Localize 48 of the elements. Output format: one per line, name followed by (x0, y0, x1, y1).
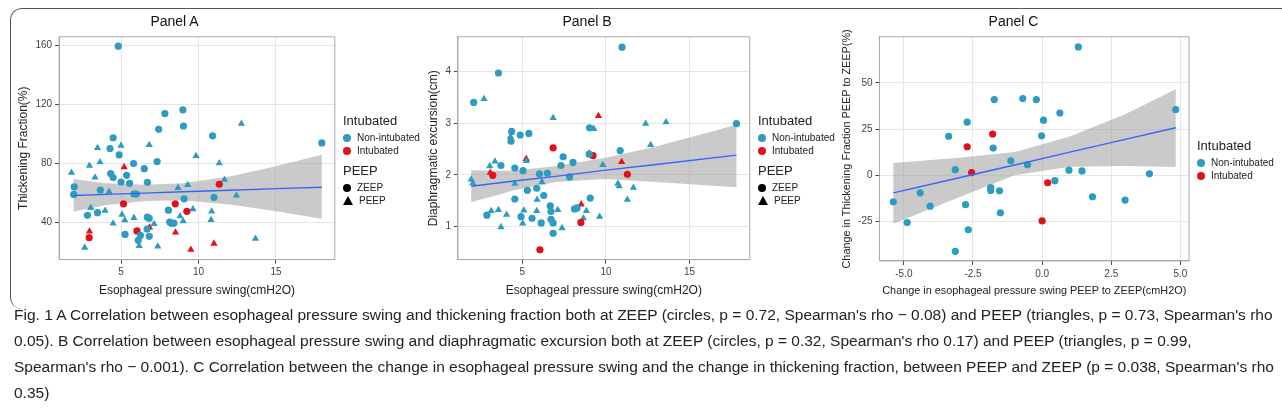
x-axis-title: Esophageal pressure swing(cmH2O) (505, 283, 702, 298)
y-tick-label: 40 (40, 215, 53, 227)
y-axis-title: Thickening Fraction(%) (15, 86, 30, 210)
text: PEEP (343, 163, 379, 178)
legend-title: Intubated (758, 113, 814, 128)
caption: Fig. 1 A Correlation between esophageal pressure swing and thickening fraction both at ZEEP (circles, p = 0.72, Spearman's rho − 0.08) and PEEP (triangles, p = 0.73, Spearman's rho 0.05). B Correlation between esophageal pressure swing and diaphragmatic excursion both at ZEEP (circles, p = 0.32, Spearman's rho 0.17) and PEEP (triangles, p = 0.99, Spearman's rho − 0.001). C Correlation between the change in esophageal pressure swing and the change in thickening fraction, between PEEP and ZEEP (p = 0.038, Spearman's rho 0.35) (14, 305, 1275, 403)
x-tick-label: 5 (118, 266, 125, 278)
x-axis-title: Esophageal pressure swing(cmH2O) (98, 283, 295, 298)
y-tick-label: 120 (35, 98, 53, 110)
x-tick-label: -5.0 (895, 267, 913, 279)
y-tick-label: 160 (35, 39, 53, 51)
x-tick-label: 15 (270, 266, 282, 278)
legend-label: ZEEP (772, 182, 799, 193)
chart-title: Panel C (988, 13, 1039, 30)
x-tick-label: 15 (684, 266, 696, 278)
x-tick-label: 0.0 (1035, 267, 1050, 279)
chart-title: Panel A (150, 13, 200, 30)
legend-label: PEEP (774, 195, 801, 206)
x-tick-label: 10 (600, 266, 612, 278)
y-tick-label: 0 (866, 168, 873, 180)
y-tick-label: 1 (445, 220, 452, 232)
y-tick-label: 80 (40, 157, 53, 169)
x-tick-label: 2.5 (1104, 267, 1119, 279)
text: PEEP (758, 163, 794, 178)
y-tick-label: 3 (445, 116, 452, 128)
y-tick-label: 2 (445, 168, 452, 180)
legend-label: PEEP (359, 195, 386, 206)
y-tick-label: -25 (858, 215, 873, 227)
y-axis-title: Diaphragmatic excursion(cm) (425, 70, 440, 227)
legend-label: ZEEP (357, 182, 384, 193)
y-tick-label: 25 (861, 122, 873, 134)
legend-label: Non-intubated (357, 132, 420, 143)
x-tick-label: 5.0 (1173, 267, 1188, 279)
y-tick-label: 50 (861, 76, 873, 88)
legend-label: Intubated (1211, 170, 1253, 181)
chart-title: Panel B (562, 13, 612, 30)
legend-label: Intubated (357, 145, 399, 156)
x-tick-label: -2.5 (964, 267, 983, 279)
legend-title: Intubated (1197, 138, 1253, 153)
legend-title: Intubated (343, 113, 399, 128)
x-tick-label: 10 (192, 266, 205, 278)
y-axis-title: Change in Thickening Fraction PEEP to ZEEP(%) (839, 29, 852, 269)
legend-label: Non-intubated (772, 132, 835, 143)
y-tick-label: 4 (445, 65, 452, 77)
legend-label: Intubated (772, 145, 814, 156)
legend-label: Non-intubated (1211, 157, 1274, 168)
x-axis-title: Change in esophageal pressure swing PEEP to ZEEP(cmH2O) (882, 284, 1187, 297)
x-tick-label: 5 (519, 266, 526, 278)
